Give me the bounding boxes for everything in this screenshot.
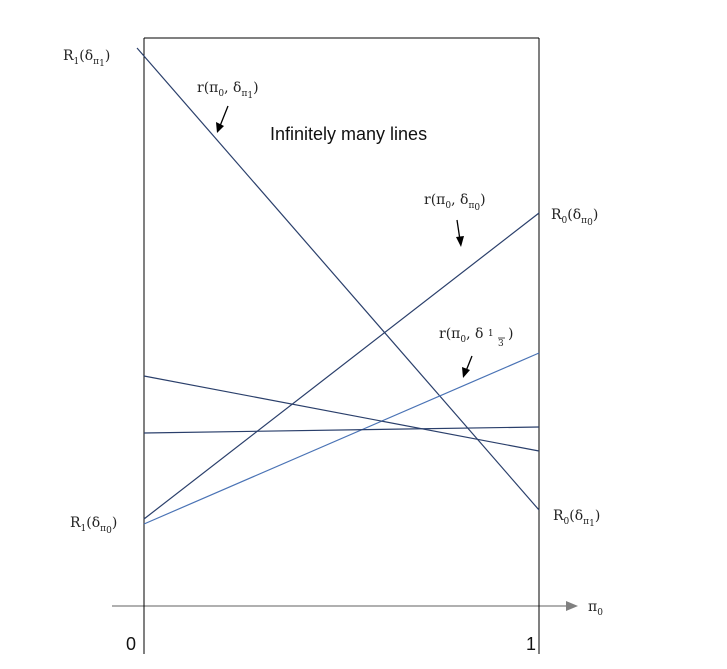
arrow-r-pi0-dpi0 <box>456 219 464 247</box>
line-r-pi0-d13 <box>143 352 540 525</box>
tick-label-1: 1 <box>526 634 536 654</box>
label-r-pi0-dpi0: r(π0, δπ0) <box>424 192 486 213</box>
line-r-pi0-dpi1 <box>136 47 540 511</box>
svg-text:3: 3 <box>498 339 504 349</box>
label-r-pi0-dpi1: r(π0, δπ1) <box>197 80 259 101</box>
label-R1-dpi1: R1(δπ1) <box>63 48 110 69</box>
label-R0-dpi1: R0(δπ1) <box>553 508 600 529</box>
axis-label-pi0: π0 <box>588 599 603 618</box>
line-decreasing-mid <box>143 375 540 452</box>
label-r-pi0-d13-fraction: 3 ) <box>498 326 513 349</box>
tick-label-0: 0 <box>126 634 136 654</box>
annotation-infinitely-many-lines: Infinitely many lines <box>270 124 427 144</box>
line-near-flat <box>143 426 540 434</box>
line-r-pi0-dpi0 <box>143 212 540 520</box>
label-r-pi0-d13: r(π0, δ 1 <box>439 326 494 345</box>
label-R1-dpi0: R1(δπ0) <box>70 515 117 536</box>
arrow-r-pi0-dpi1 <box>216 105 229 133</box>
label-R0-dpi0: R0(δπ0) <box>551 207 598 228</box>
arrow-r-pi0-d13 <box>462 355 473 378</box>
x-axis-arrowhead <box>566 601 578 611</box>
svg-text:): ) <box>508 326 513 342</box>
